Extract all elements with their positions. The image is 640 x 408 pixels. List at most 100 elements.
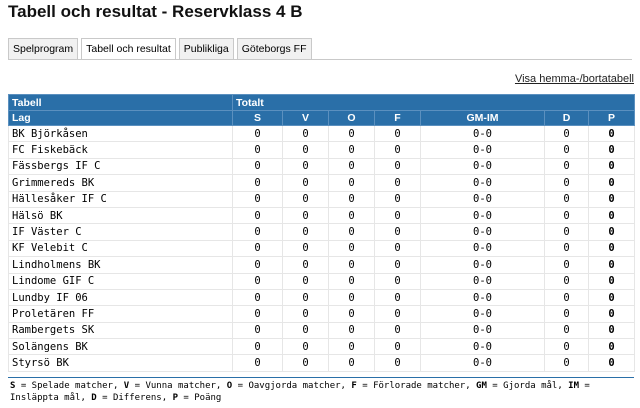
stat-cell-o: 0 [328,338,375,356]
stat-cell-gm-im: 0-0 [420,338,545,356]
table-group-header-row: Tabell Totalt [8,94,636,111]
stat-cell-f: 0 [374,338,421,356]
home-away-table-link[interactable]: Visa hemma-/bortatabell [514,73,634,85]
legend-divider [8,377,634,378]
legend-abbr: F [351,381,357,391]
team-name-cell: FC Fiskebäck [8,141,233,159]
stat-cell-v: 0 [282,141,329,159]
table-row: IF Väster C 0 0 0 0 0-0 0 0 [8,223,636,241]
legend-text: = Förlorade matcher, [356,381,477,391]
stat-cell-o: 0 [328,354,375,372]
tab-publikliga[interactable]: Publikliga [178,38,234,60]
stat-cell-gm-im: 0-0 [420,272,545,290]
stat-cell-s: 0 [232,157,283,176]
stat-cell-f: 0 [374,124,421,143]
legend-text: = Insläppta mål, [10,381,590,403]
stat-cell-v: 0 [282,321,329,340]
legend-abbr: O [226,381,233,391]
stat-cell-f: 0 [374,223,421,241]
team-name-cell: Solängens BK [8,338,233,356]
table-row: Lundby IF 06 0 0 0 0 0-0 0 0 [8,288,636,307]
stat-cell-o: 0 [328,174,375,192]
table-row: Proletären FF 0 0 0 0 0-0 0 0 [8,305,636,323]
column-legend: S = Spelade matcher, V = Vunna matcher, … [10,380,630,404]
stat-cell-gm-im: 0-0 [420,305,545,323]
stat-cell-f: 0 [374,354,421,372]
tab-tabell-och-resultat[interactable]: Tabell och resultat [81,38,176,60]
header-totalt: Totalt [231,94,636,111]
stat-cell-gm-im: 0-0 [420,288,545,307]
stat-cell-p: 0 [587,256,636,274]
stat-cell-d: 0 [544,305,589,323]
stat-cell-v: 0 [282,157,329,176]
stat-cell-o: 0 [328,272,375,290]
stat-cell-f: 0 [374,141,421,159]
legend-abbr: P [172,393,178,403]
stat-cell-s: 0 [232,354,283,372]
stat-cell-s: 0 [232,174,283,192]
stat-cell-s: 0 [232,321,283,340]
stat-cell-gm-im: 0-0 [420,239,545,258]
column-header-p[interactable]: P [587,110,636,126]
stat-cell-d: 0 [544,206,589,225]
stat-cell-f: 0 [374,206,421,225]
table-row: Grimmereds BK 0 0 0 0 0-0 0 0 [8,174,636,192]
column-header-v[interactable]: V [282,110,329,126]
table-row: Hällesåker IF C 0 0 0 0 0-0 0 0 [8,190,636,208]
stat-cell-p: 0 [587,354,636,372]
legend-text: = Spelade matcher, [15,381,124,391]
stat-cell-p: 0 [587,239,636,258]
stat-cell-gm-im: 0-0 [420,174,545,192]
stat-cell-v: 0 [282,305,329,323]
stat-cell-v: 0 [282,223,329,241]
column-header-s[interactable]: S [232,110,283,126]
stat-cell-v: 0 [282,272,329,290]
stat-cell-s: 0 [232,206,283,225]
stat-cell-d: 0 [544,338,589,356]
stat-cell-p: 0 [587,174,636,192]
stat-cell-p: 0 [587,321,636,340]
column-header-f[interactable]: F [374,110,421,126]
tab-spelprogram[interactable]: Spelprogram [8,38,79,60]
stat-cell-p: 0 [587,157,636,176]
column-header-o[interactable]: O [328,110,375,126]
stat-cell-v: 0 [282,239,329,258]
stat-cell-s: 0 [232,223,283,241]
stat-cell-v: 0 [282,206,329,225]
stat-cell-p: 0 [587,124,636,143]
stat-cell-s: 0 [232,256,283,274]
stat-cell-p: 0 [587,272,636,290]
legend-abbr: IM [568,381,580,391]
column-header-lag[interactable]: Lag [8,110,233,126]
tab-goteborgs-ff[interactable]: Göteborgs FF [236,38,312,60]
team-name-cell: Grimmereds BK [8,174,233,192]
stat-cell-o: 0 [328,141,375,159]
stat-cell-d: 0 [544,124,589,143]
stat-cell-gm-im: 0-0 [420,223,545,241]
stat-cell-f: 0 [374,190,421,208]
stat-cell-v: 0 [282,256,329,274]
stat-cell-gm-im: 0-0 [420,321,545,340]
stat-cell-s: 0 [232,305,283,323]
stat-cell-p: 0 [587,223,636,241]
stat-cell-o: 0 [328,190,375,208]
legend-text: = Gjorda mål, [486,381,569,391]
stat-cell-v: 0 [282,174,329,192]
table-column-header-row: Lag S V O F GM-IM D P [8,110,636,126]
table-row: Hälsö BK 0 0 0 0 0-0 0 0 [8,206,636,225]
stat-cell-d: 0 [544,288,589,307]
team-name-cell: Hälsö BK [8,206,233,225]
stat-cell-gm-im: 0-0 [420,190,545,208]
legend-abbr: V [123,381,130,391]
stat-cell-d: 0 [544,157,589,176]
column-header-gm-im[interactable]: GM-IM [420,110,545,126]
stat-cell-p: 0 [587,206,636,225]
column-header-d[interactable]: D [544,110,589,126]
stat-cell-s: 0 [232,141,283,159]
stat-cell-gm-im: 0-0 [420,141,545,159]
stat-cell-o: 0 [328,239,375,258]
table-row: KF Velebit C 0 0 0 0 0-0 0 0 [8,239,636,258]
stat-cell-v: 0 [282,124,329,143]
stat-cell-f: 0 [374,239,421,258]
stat-cell-s: 0 [232,338,283,356]
